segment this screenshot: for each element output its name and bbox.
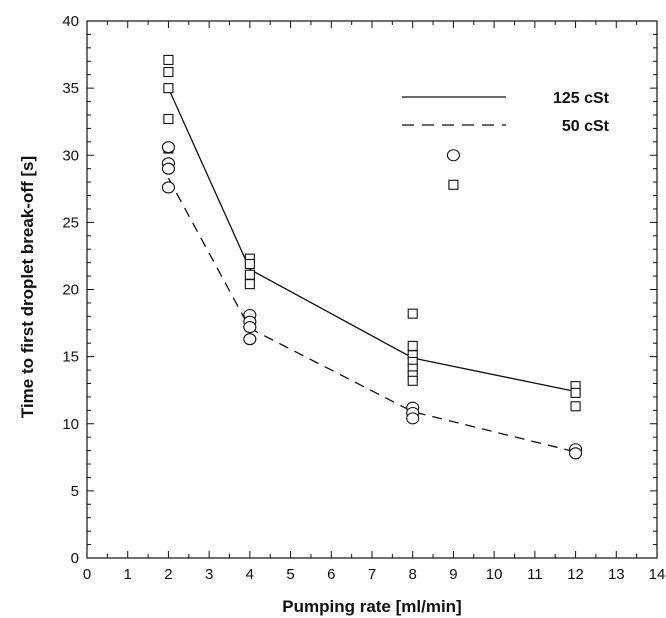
series-lines <box>167 87 576 453</box>
x-axis-title: Pumping rate [ml/min] <box>282 597 461 616</box>
circle-data-point <box>569 447 583 460</box>
series-line-50cst <box>167 177 576 453</box>
legend: 125 cSt 50 cSt <box>402 90 610 135</box>
square-data-point <box>163 83 174 94</box>
y-tick-label: 10 <box>62 416 79 433</box>
x-tick-label: 6 <box>327 566 335 583</box>
circle-data-point <box>161 162 175 175</box>
y-tick-label: 15 <box>62 349 79 366</box>
y-tick-label: 25 <box>62 214 79 231</box>
circle-data-point <box>161 181 175 194</box>
x-tick-label: 0 <box>83 566 91 583</box>
y-axis-ticks: 0 5 10 15 20 25 30 35 40 <box>62 13 657 567</box>
circle-data-point <box>161 141 175 154</box>
square-annotation-marker <box>448 179 459 190</box>
x-tick-label: 14 <box>649 566 666 583</box>
x-tick-label: 7 <box>368 566 376 583</box>
x-tick-label: 2 <box>164 566 172 583</box>
legend-label: 125 cSt <box>553 90 610 107</box>
y-tick-label: 35 <box>62 80 79 97</box>
circle-data-point <box>406 412 420 425</box>
circle-data-point <box>243 333 257 346</box>
square-data-point <box>407 308 418 319</box>
y-tick-label: 5 <box>71 483 79 500</box>
circle-data-point <box>243 321 257 334</box>
x-tick-label: 1 <box>124 566 132 583</box>
y-tick-label: 40 <box>62 13 79 30</box>
x-tick-label: 3 <box>205 566 213 583</box>
x-tick-label: 9 <box>449 566 457 583</box>
square-data-point <box>244 269 255 280</box>
square-data-point <box>407 340 418 351</box>
y-tick-label: 30 <box>62 147 79 164</box>
square-data-point <box>244 258 255 270</box>
square-data-point <box>570 401 581 412</box>
square-data-point <box>163 66 174 78</box>
x-tick-label: 11 <box>527 566 543 583</box>
x-tick-label: 4 <box>246 566 254 583</box>
data-markers <box>161 54 583 460</box>
annotation-markers <box>446 149 460 190</box>
x-tick-label: 8 <box>409 566 417 583</box>
y-axis-title: Time to first droplet break-off [s] <box>18 156 37 418</box>
x-axis-ticks: 0 1 2 3 4 5 6 7 8 9 10 11 12 13 14 <box>83 21 666 583</box>
square-data-point <box>407 375 418 386</box>
y-tick-label: 20 <box>62 282 79 299</box>
x-tick-label: 12 <box>567 566 584 583</box>
square-data-point <box>163 113 174 125</box>
x-tick-label: 13 <box>608 566 625 583</box>
square-data-point <box>570 387 581 398</box>
x-tick-label: 5 <box>286 566 294 583</box>
series-line-125cst <box>167 87 576 393</box>
square-data-point <box>163 54 174 65</box>
x-tick-label: 10 <box>486 566 503 583</box>
legend-label: 50 cSt <box>562 118 610 135</box>
circle-annotation-marker <box>446 149 460 162</box>
square-data-point <box>244 279 255 290</box>
y-tick-label: 0 <box>71 550 79 567</box>
